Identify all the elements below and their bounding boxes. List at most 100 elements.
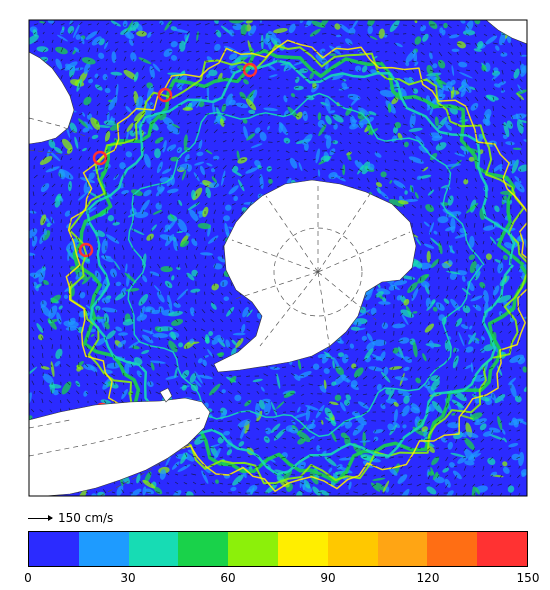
velocity-vector [33, 49, 36, 53]
velocity-vector [401, 357, 404, 361]
velocity-vector [201, 318, 206, 323]
velocity-vector [60, 58, 63, 62]
velocity-vector [501, 150, 507, 154]
speed-patch [207, 349, 213, 357]
velocity-vector [222, 236, 227, 242]
velocity-vector [276, 77, 280, 80]
velocity-vector [69, 41, 74, 44]
speed-patch [317, 112, 322, 121]
velocity-vector [158, 291, 161, 296]
velocity-vector [69, 272, 71, 278]
velocity-vector [456, 168, 460, 173]
velocity-vector [78, 102, 83, 107]
velocity-vector [246, 446, 251, 449]
speed-patch [143, 153, 151, 168]
speed-patch [336, 34, 342, 38]
velocity-vector [69, 85, 72, 89]
velocity-vector [212, 228, 215, 233]
velocity-vector [501, 240, 504, 244]
speed-patch [242, 118, 248, 124]
velocity-vector [464, 213, 467, 219]
velocity-vector [258, 40, 264, 44]
speed-patch [164, 20, 172, 31]
velocity-vector [60, 292, 63, 296]
speed-patch [268, 74, 278, 78]
velocity-vector [510, 51, 514, 55]
speed-patch [159, 113, 167, 121]
velocity-vector [454, 339, 458, 342]
velocity-vector [123, 373, 125, 377]
speed-patch [324, 417, 337, 424]
velocity-vector [401, 384, 404, 388]
velocity-vector [419, 303, 422, 307]
velocity-vector [195, 328, 197, 332]
velocity-vector [463, 366, 467, 369]
velocity-vector [411, 60, 417, 63]
speed-patch [45, 166, 60, 173]
velocity-vector [402, 96, 406, 101]
velocity-vector [309, 473, 314, 476]
velocity-vector [33, 156, 37, 161]
velocity-vector [159, 221, 163, 224]
velocity-vector [204, 22, 210, 26]
velocity-vector [380, 456, 386, 459]
velocity-vector [130, 392, 134, 395]
velocity-vector [195, 201, 200, 206]
velocity-vector [132, 40, 135, 44]
speed-patch [50, 151, 61, 162]
velocity-vector [204, 283, 207, 287]
velocity-vector [428, 285, 431, 290]
velocity-vector [435, 357, 440, 362]
velocity-vector [105, 49, 110, 53]
velocity-vector [67, 392, 71, 395]
speed-patch [434, 116, 439, 127]
speed-patch [215, 107, 223, 122]
speed-patch [387, 103, 392, 113]
velocity-vector [258, 175, 262, 179]
velocity-vector [267, 78, 272, 81]
speed-patch [202, 359, 207, 367]
speed-patch [383, 366, 389, 376]
speed-patch [317, 119, 325, 128]
velocity-vector [231, 195, 235, 197]
velocity-vector [132, 129, 136, 134]
velocity-vector [193, 446, 197, 449]
velocity-vector [141, 219, 144, 224]
velocity-vector [240, 121, 244, 125]
velocity-vector [438, 141, 441, 147]
velocity-vector [366, 60, 372, 63]
velocity-vector [254, 447, 260, 451]
velocity-vector [103, 310, 107, 314]
velocity-vector [381, 375, 386, 379]
velocity-vector [221, 400, 224, 404]
velocity-vector [402, 60, 407, 63]
speed-patch [171, 123, 180, 129]
speed-patch [476, 40, 484, 50]
velocity-vector [122, 283, 125, 287]
speed-patch [181, 169, 187, 181]
velocity-vector [399, 366, 404, 371]
velocity-vector [87, 77, 92, 80]
velocity-vector [516, 456, 521, 459]
velocity-vector [195, 230, 199, 233]
speed-patch [328, 172, 338, 180]
velocity-vector [105, 149, 109, 152]
velocity-vector [105, 76, 107, 80]
velocity-vector [365, 312, 368, 316]
velocity-vector [411, 294, 413, 299]
velocity-vector [321, 78, 326, 82]
velocity-vector [398, 393, 404, 396]
velocity-vector [176, 381, 179, 386]
velocity-vector [186, 183, 190, 188]
speed-patch [142, 275, 148, 283]
velocity-vector [373, 285, 377, 291]
colorbar-tick-label: 30 [120, 571, 136, 585]
velocity-vector [123, 102, 126, 107]
velocity-vector [312, 114, 317, 117]
velocity-vector [501, 87, 504, 92]
velocity-vector [177, 32, 183, 35]
velocity-vector [87, 156, 91, 161]
velocity-vector [168, 50, 172, 53]
velocity-vector [420, 159, 423, 163]
speed-patch [265, 484, 278, 494]
